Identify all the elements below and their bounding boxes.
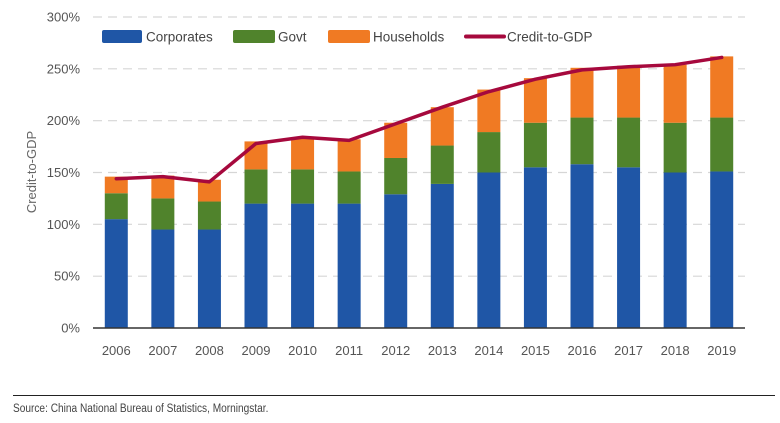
bar-households	[151, 175, 175, 199]
x-tick-label: 2007	[148, 343, 177, 358]
bar-stack-2018	[663, 64, 687, 328]
x-tick-label: 2015	[521, 343, 550, 358]
bar-stack-2013	[430, 107, 454, 328]
bar-stack-2006	[104, 176, 128, 328]
bar-govt	[430, 145, 454, 184]
line-credit-to-gdp	[114, 55, 724, 184]
bar-stack-2019	[710, 56, 734, 328]
y-tick-label: 300%	[47, 10, 81, 25]
bar-corporates	[570, 164, 594, 328]
source-note: Source: China National Bureau of Statist…	[13, 403, 269, 415]
bar-corporates	[523, 167, 547, 328]
bar-corporates	[663, 172, 687, 328]
bar-stack-2017	[617, 65, 641, 328]
bar-govt	[337, 171, 361, 204]
bar-households	[617, 65, 641, 118]
x-tick-label: 2017	[614, 343, 643, 358]
bar-households	[570, 67, 594, 118]
bar-corporates	[337, 203, 361, 328]
bar-corporates	[104, 219, 128, 328]
bar-stack-2015	[523, 78, 547, 328]
legend-label: Govt	[278, 30, 307, 45]
bars	[104, 56, 734, 328]
x-tick-label: 2006	[102, 343, 131, 358]
x-tick-label: 2012	[381, 343, 410, 358]
bar-stack-2007	[151, 175, 175, 328]
bar-corporates	[710, 171, 734, 328]
bar-govt	[151, 198, 175, 230]
legend-label: Households	[373, 30, 445, 45]
x-tick-label: 2016	[568, 343, 597, 358]
bar-corporates	[244, 203, 268, 328]
bar-households	[337, 139, 361, 172]
y-tick-label: 250%	[47, 61, 81, 76]
legend: Corporates Govt Households Credit-to-GDP	[102, 30, 593, 45]
bar-corporates	[430, 183, 454, 328]
bar-households	[663, 64, 687, 123]
legend-swatch	[233, 30, 275, 43]
bar-households	[710, 56, 734, 118]
bar-govt	[570, 117, 594, 165]
y-axis-label: Credit-to-GDP	[24, 131, 39, 213]
legend-label: Credit-to-GDP	[507, 30, 593, 45]
bar-govt	[291, 169, 315, 204]
x-tick-label: 2013	[428, 343, 457, 358]
bar-stack-2012	[384, 122, 408, 328]
x-tick-label: 2009	[242, 343, 271, 358]
legend-swatch	[102, 30, 142, 43]
bar-households	[197, 179, 221, 202]
legend-item-corporates: Corporates	[102, 30, 213, 45]
bar-stack-2009	[244, 141, 268, 328]
gridlines	[93, 16, 745, 277]
legend-item-govt: Govt	[233, 30, 307, 45]
x-tick-label: 2008	[195, 343, 224, 358]
x-tick-label: 2011	[335, 343, 363, 358]
bar-govt	[384, 157, 408, 195]
bar-govt	[244, 169, 268, 204]
bar-stack-2014	[477, 89, 501, 328]
bar-households	[104, 176, 128, 194]
bar-households	[430, 107, 454, 146]
bar-corporates	[291, 203, 315, 328]
bar-stack-2008	[197, 179, 221, 328]
bar-govt	[617, 117, 641, 168]
bar-households	[384, 122, 408, 158]
bar-govt	[477, 132, 501, 173]
legend-swatch	[328, 30, 370, 43]
x-tick-label: 2019	[707, 343, 736, 358]
bar-stack-2010	[291, 137, 315, 328]
bar-corporates	[197, 229, 221, 328]
bar-govt	[710, 117, 734, 172]
y-tick-label: 150%	[47, 165, 81, 180]
legend-label: Corporates	[146, 30, 213, 45]
bar-corporates	[151, 229, 175, 328]
bar-govt	[523, 122, 547, 168]
bar-govt	[663, 122, 687, 173]
bar-corporates	[477, 172, 501, 328]
bar-govt	[197, 201, 221, 230]
x-tick-label: 2014	[474, 343, 503, 358]
bar-households	[523, 78, 547, 123]
legend-item-households: Households	[328, 30, 445, 45]
bar-corporates	[617, 167, 641, 328]
y-tick-label: 50%	[54, 269, 80, 284]
y-tick-label: 0%	[61, 321, 80, 336]
bar-govt	[104, 193, 128, 220]
credit-to-gdp-line	[114, 55, 724, 184]
y-axis-ticks: 0% 50% 100% 150% 200% 250% 300%	[47, 10, 81, 336]
x-tick-label: 2010	[288, 343, 317, 358]
chart: 0%50%100%150%200%250%300% Credit-to-GDP …	[24, 10, 745, 358]
bar-stack-2011	[337, 139, 361, 328]
bar-corporates	[384, 194, 408, 328]
bar-stack-2016	[570, 67, 594, 328]
x-axis-ticks: 2006 2007 2008 2009 2010 2011 2012 2013 2014 2015…	[102, 343, 736, 358]
y-tick-label: 100%	[47, 217, 81, 232]
bar-households	[291, 137, 315, 170]
legend-item-credit-to-gdp: Credit-to-GDP	[464, 30, 593, 45]
x-tick-label: 2018	[661, 343, 690, 358]
footer-divider	[13, 395, 775, 396]
y-tick-label: 200%	[47, 113, 81, 128]
bar-households	[477, 89, 501, 133]
